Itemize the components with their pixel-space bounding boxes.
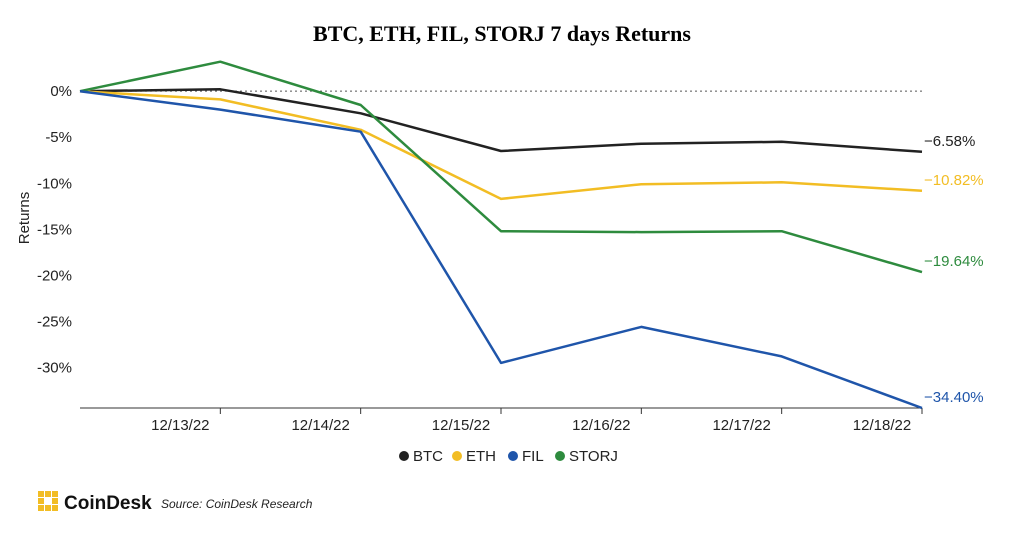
x-tick-label: 12/13/22 (151, 417, 209, 434)
end-label-storj: −19.64% (924, 253, 984, 270)
logo-square (45, 505, 51, 511)
legend-marker-fil (508, 451, 518, 461)
x-tick-label: 12/18/22 (853, 417, 911, 434)
legend-marker-btc (399, 451, 409, 461)
x-tick-label: 12/17/22 (712, 417, 770, 434)
y-axis-label: Returns (16, 192, 33, 245)
y-tick-label: -5% (45, 129, 72, 146)
logo-square (52, 498, 58, 504)
x-tick-label: 12/14/22 (291, 417, 349, 434)
end-label-eth: −10.82% (924, 172, 984, 189)
legend-label-storj: STORJ (569, 448, 618, 465)
chart-title: BTC, ETH, FIL, STORJ 7 days Returns (313, 21, 691, 46)
y-tick-label: -10% (37, 175, 72, 192)
logo-square (52, 505, 58, 511)
y-tick-label: -20% (37, 267, 72, 284)
series-lines (79, 60, 923, 410)
legend-marker-storj (555, 451, 565, 461)
legend-marker-eth (452, 451, 462, 461)
coindesk-logo: CoinDesk (38, 491, 152, 514)
y-axis-ticks: 0% -5% -10% -15% -20% -25% -30% (37, 83, 72, 376)
x-axis-ticks: 12/13/22 12/14/22 12/15/22 12/16/22 12/17/22… (151, 408, 923, 434)
end-label-fil: −34.40% (924, 389, 984, 406)
y-tick-label: -25% (37, 313, 72, 330)
y-tick-label: 0% (50, 83, 72, 100)
series-line-eth (79, 89, 923, 201)
x-tick-label: 12/15/22 (432, 417, 490, 434)
coindesk-logo-icon (38, 491, 58, 511)
source-note: Source: CoinDesk Research (161, 497, 313, 511)
legend-label-fil: FIL (522, 448, 544, 465)
series-line-storj (79, 60, 923, 274)
brand-name: CoinDesk (64, 493, 152, 514)
logo-square (52, 491, 58, 497)
series-line-fil (79, 89, 923, 410)
x-tick-label: 12/16/22 (572, 417, 630, 434)
legend: BTC ETH FIL STORJ (399, 448, 618, 465)
y-tick-label: -30% (37, 359, 72, 376)
logo-square (38, 491, 44, 497)
series-line-btc (79, 88, 923, 154)
logo-square (38, 498, 44, 504)
logo-square (38, 505, 44, 511)
legend-label-btc: BTC (413, 448, 443, 465)
end-label-btc: −6.58% (924, 133, 975, 150)
y-tick-label: -15% (37, 221, 72, 238)
logo-square (45, 491, 51, 497)
legend-label-eth: ETH (466, 448, 496, 465)
end-labels: −6.58% −10.82% −34.40% −19.64% (924, 133, 984, 406)
